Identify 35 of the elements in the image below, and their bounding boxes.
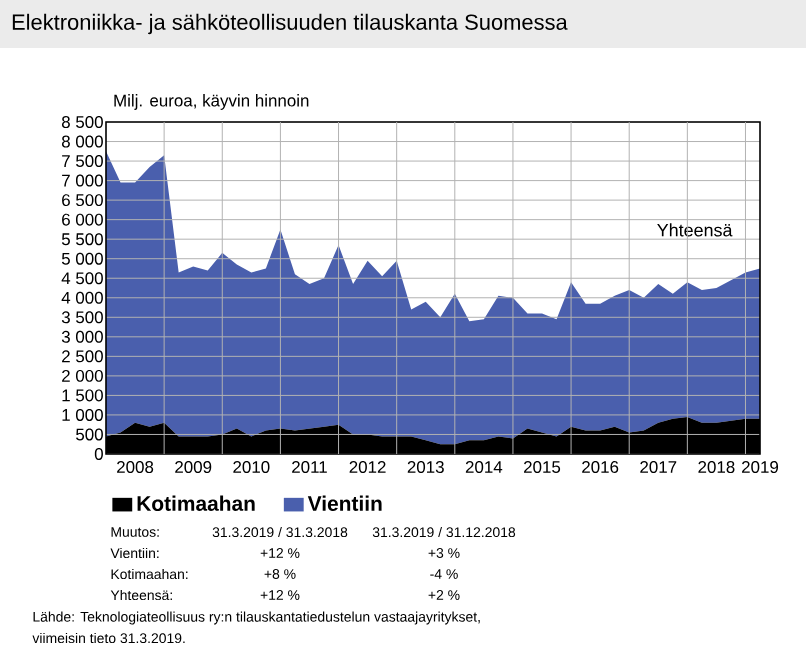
x-tick-label: 2011 [292,461,327,474]
x-tick-label: 2010 [233,461,270,474]
chart-title: Elektroniikka- ja sähköteollisuuden tilauskanta Suomessa [12,13,568,35]
x-tick-label: 2016 [582,461,619,474]
y-tick-label: 5 500 [61,233,103,246]
y-tick-label: 4 500 [61,272,103,285]
legend-label: Vientiin [307,495,382,511]
x-tick-label: 2019 [742,461,779,474]
y-tick-label: 1 000 [62,408,103,421]
y-tick-label: 3 000 [61,330,103,343]
y-tick-label: 4 000 [61,291,103,304]
y-tick-label: 0 [94,448,103,460]
y-axis-title: Milj. euroa, käyvin hinnoin [114,94,309,110]
x-tick-label: 2008 [117,461,154,474]
y-tick-label: 3 500 [61,311,103,324]
y-tick-label: 8 500 [61,116,103,128]
x-tick-label: 2012 [349,461,386,474]
x-tick-label: 2015 [524,461,561,474]
x-tick-label: 2009 [175,461,212,474]
y-tick-label: 6 000 [62,213,103,226]
y-tick-label: 8 000 [61,135,103,148]
y-tick-label: 2 500 [62,350,103,363]
legend-label: Kotimaahan [137,495,255,511]
x-tick-label: 2018 [698,461,735,474]
y-tick-label: 7 500 [62,155,103,168]
y-tick-label: 2 000 [62,369,103,382]
annotation: Yhteensä [657,223,733,237]
x-tick-label: 2014 [465,461,503,474]
y-tick-label: 6 500 [62,194,103,207]
y-tick-label: 1 500 [62,389,103,402]
y-tick-label: 500 [76,428,103,441]
x-tick-label: 2013 [407,461,444,474]
y-tick-label: 5 000 [61,252,103,265]
y-tick-label: 7 000 [62,174,103,187]
x-tick-label: 2017 [640,461,677,474]
